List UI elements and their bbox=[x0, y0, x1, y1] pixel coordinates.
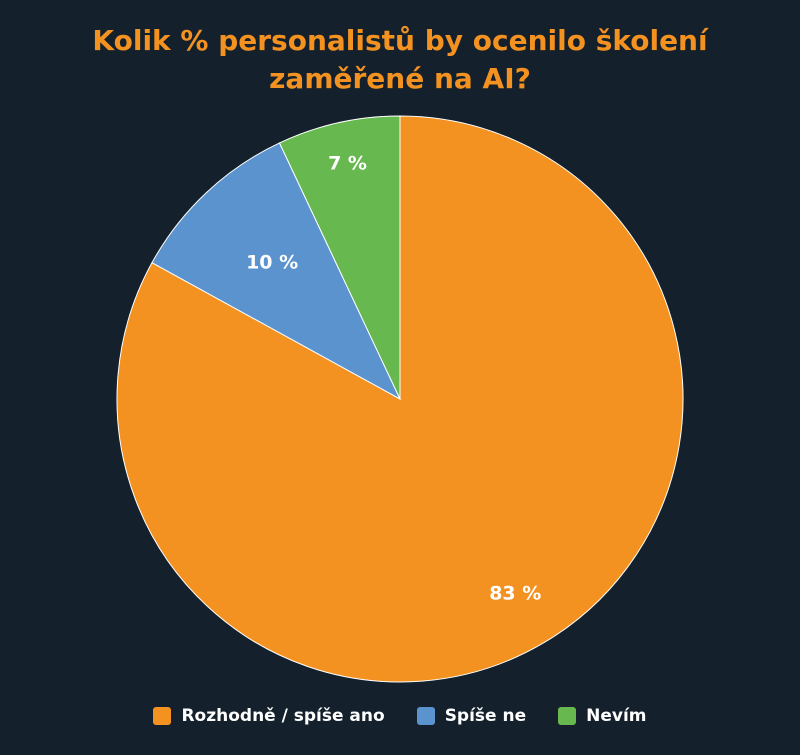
legend-swatch-nevim bbox=[558, 707, 577, 725]
chart-legend: Rozhodně / spíše ano Spíše ne Nevím bbox=[0, 706, 800, 726]
legend-item-rozhodne-spise-ano: Rozhodně / spíše ano bbox=[153, 706, 385, 726]
legend-label-nevim: Nevím bbox=[586, 706, 647, 726]
pie-data-label-2: 7 % bbox=[328, 153, 367, 175]
legend-item-nevim: Nevím bbox=[558, 706, 647, 726]
legend-swatch-rozhodne-spise-ano bbox=[153, 707, 172, 725]
pie-slice-1 bbox=[151, 142, 402, 401]
pie-slice-2 bbox=[278, 115, 401, 400]
chart-title-line-2: zaměřené na AI? bbox=[269, 62, 531, 95]
chart-title: Kolik % personalistů by ocenilo školení … bbox=[0, 22, 800, 98]
legend-label-rozhodne-spise-ano: Rozhodně / spíše ano bbox=[181, 706, 385, 726]
legend-label-spise-ne: Spíše ne bbox=[444, 706, 527, 726]
pie-data-label-0: 83 % bbox=[489, 582, 541, 604]
chart-title-line-1: Kolik % personalistů by ocenilo školení bbox=[92, 24, 708, 57]
pie-data-label-1: 10 % bbox=[246, 251, 298, 273]
legend-item-spise-ne: Spíše ne bbox=[416, 706, 527, 726]
legend-swatch-spise-ne bbox=[416, 707, 435, 725]
